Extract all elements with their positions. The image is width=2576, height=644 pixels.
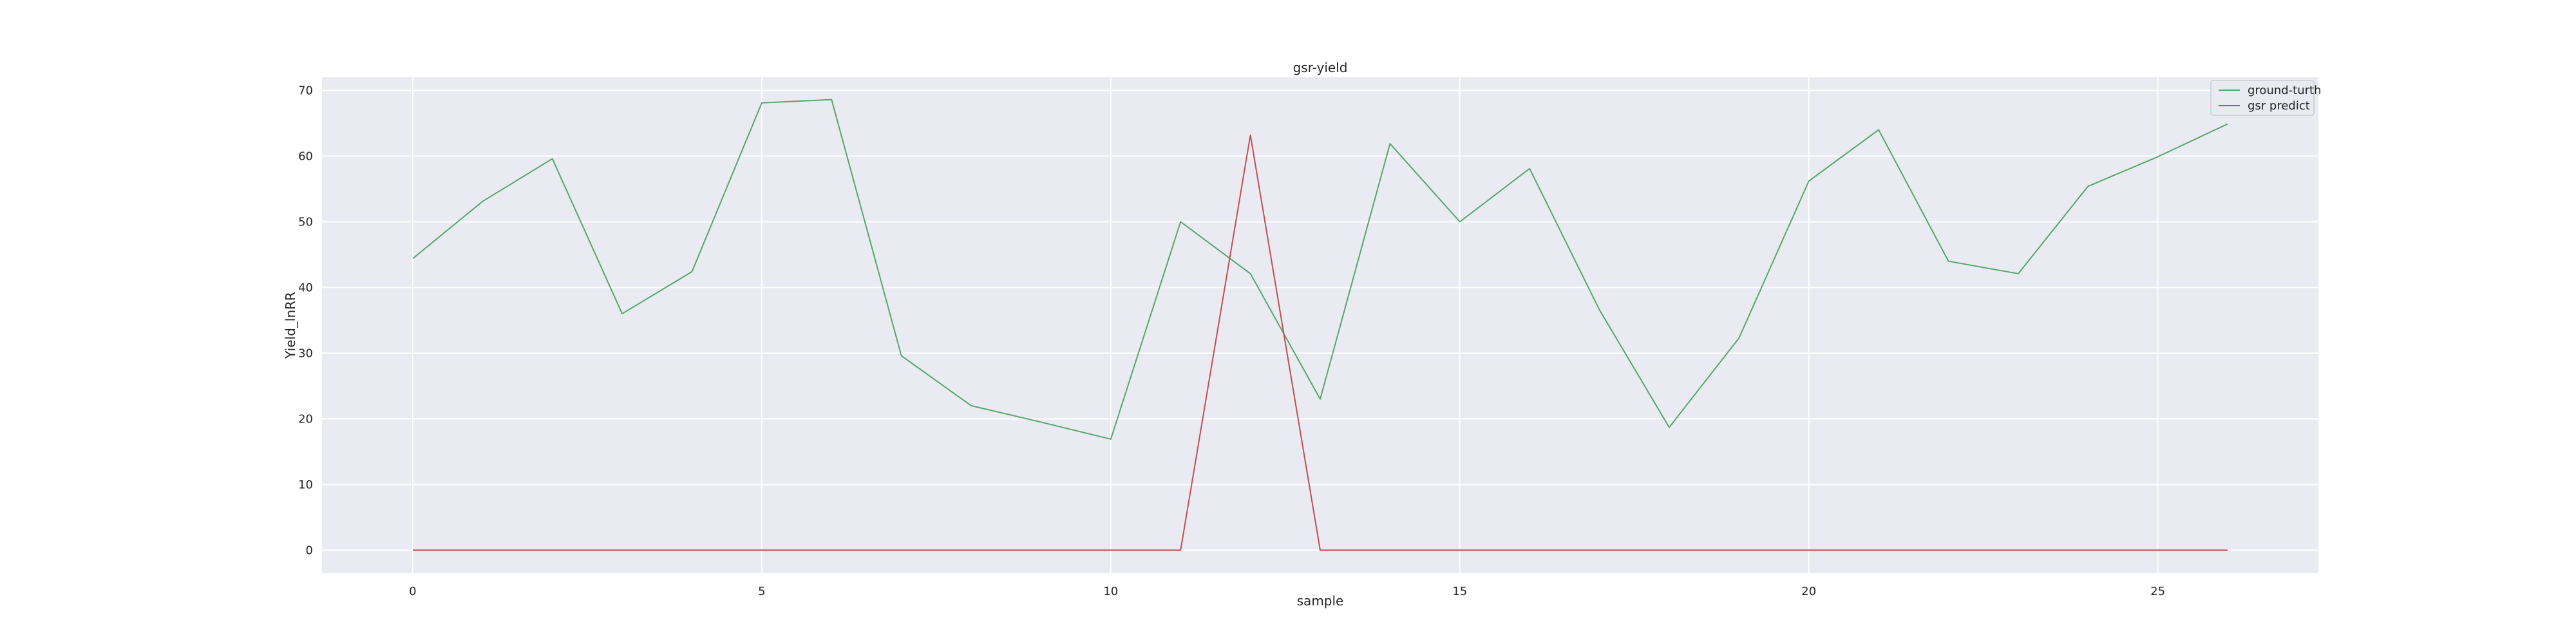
y-tick-labels: 0 10 20 30 40 50 60 70 [298,84,313,557]
series-layer [412,99,2228,551]
x-tick-labels: 0 5 10 15 20 25 [409,585,2165,598]
x-tick-label: 5 [758,585,765,598]
y-tick-label: 60 [298,149,313,163]
x-tick-label: 20 [1801,585,1816,598]
x-tick-label: 10 [1103,585,1118,598]
y-tick-label: 10 [298,478,313,491]
legend-label-gsr-predict: gsr predict [2248,99,2310,113]
legend: ground-turth gsr predict [2210,80,2322,116]
y-tick-label: 70 [298,84,313,97]
y-tick-label: 0 [306,544,313,557]
y-tick-label: 40 [298,281,313,294]
series-line-ground-turth [412,99,2228,440]
legend-label-ground-turth: ground-turth [2248,84,2322,97]
chart-title: gsr-yield [1293,60,1348,75]
x-axis-label: sample [1297,593,1344,609]
x-tick-label: 15 [1452,585,1467,598]
y-tick-label: 20 [298,412,313,426]
x-tick-label: 0 [409,585,416,598]
series-line-gsr-predict [412,134,2228,551]
x-grid [412,77,2159,573]
y-axis-label: Yield_lnRR [283,292,298,359]
y-tick-label: 50 [298,215,313,229]
legend-frame [2210,80,2315,116]
y-tick-label: 30 [298,346,313,360]
plot-area [322,77,2318,573]
x-tick-label: 25 [2150,585,2165,598]
